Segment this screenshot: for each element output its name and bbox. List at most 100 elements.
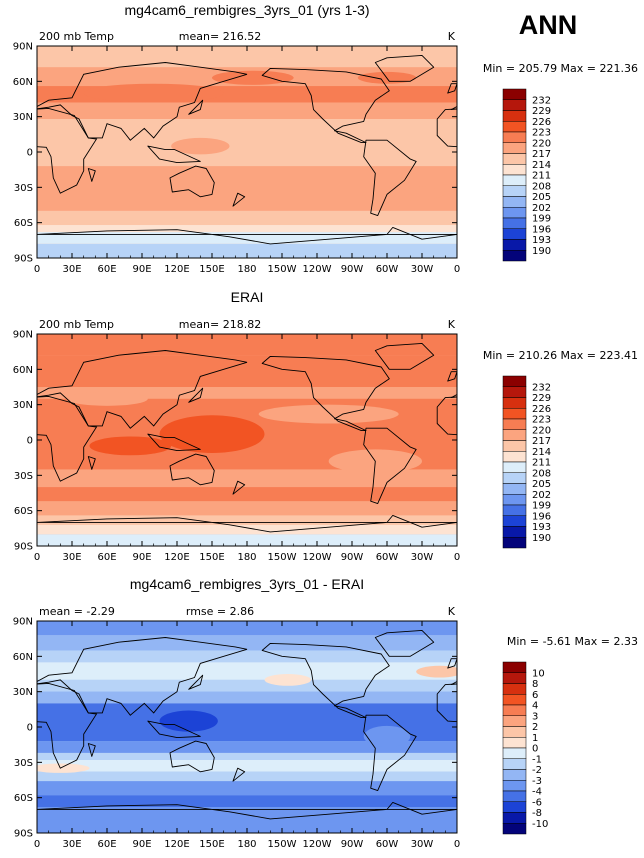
y-tick-label: 60S: [14, 506, 33, 517]
colorbar-label: -2: [532, 765, 542, 776]
x-tick-label: 90W: [341, 552, 364, 563]
colorbar-box: [502, 683, 527, 695]
y-tick-label: 0: [27, 436, 33, 447]
x-tick-label: 90W: [341, 264, 364, 275]
coastline: [232, 767, 246, 782]
coastline: [87, 168, 96, 182]
colorbar-box: [502, 174, 527, 186]
coastline: [169, 453, 215, 486]
x-tick-label: 180: [237, 839, 256, 850]
contour-band: [37, 334, 457, 356]
y-tick-label: 60S: [14, 793, 33, 804]
colorbar-label: 223: [532, 128, 551, 139]
colorbar-box: [502, 131, 527, 143]
colorbar-label: 8: [532, 679, 538, 690]
coastline-wrap: [37, 233, 38, 235]
colorbar-box: [502, 429, 527, 441]
panel-title: ERAI: [231, 289, 264, 305]
colorbar-label: 190: [532, 533, 551, 544]
coastline: [169, 740, 215, 773]
colorbar-label: 220: [532, 138, 551, 149]
contour-region: [83, 83, 224, 103]
coastline: [37, 637, 248, 716]
colorbar-label: 208: [532, 468, 551, 479]
coastline: [261, 642, 390, 719]
x-tick-label: 0: [34, 552, 40, 563]
coastline: [374, 629, 435, 657]
colorbar-label: 208: [532, 181, 551, 192]
x-tick-label: 180: [237, 552, 256, 563]
x-tick-label: 60E: [97, 839, 116, 850]
colorbar-box: [502, 801, 527, 813]
colorbar-label: 229: [532, 106, 551, 117]
coastline: [37, 395, 98, 482]
colorbar-box: [502, 110, 527, 122]
contour-region: [416, 665, 457, 678]
colorbar-box: [502, 504, 527, 516]
contour-region: [212, 70, 294, 85]
y-tick-label: 30N: [13, 112, 33, 123]
colorbar-box: [502, 207, 527, 219]
coastline: [363, 427, 417, 505]
coastline: [450, 680, 457, 686]
x-tick-label: 120W: [303, 839, 332, 850]
colorbar-label: 196: [532, 224, 551, 235]
y-tick-label: 90N: [13, 617, 33, 628]
coastline: [37, 350, 248, 429]
colorbar-box: [502, 715, 527, 727]
panel-left-label: mean = -2.29: [39, 605, 115, 618]
coastline: [188, 99, 204, 115]
coastline: [232, 192, 246, 207]
y-tick-label: 30N: [13, 400, 33, 411]
colorbar-box: [502, 451, 527, 463]
coastline: [363, 714, 417, 792]
colorbar-label: 232: [532, 382, 551, 393]
coastline: [147, 145, 201, 164]
colorbar-box: [502, 483, 527, 495]
x-tick-label: 0: [34, 839, 40, 850]
x-tick-label: 30W: [411, 839, 434, 850]
colorbar-box: [502, 823, 527, 835]
y-tick-label: 90S: [14, 254, 33, 265]
x-tick-label: 150W: [268, 839, 297, 850]
y-tick-label: 90N: [13, 42, 33, 53]
colorbar-box: [502, 726, 527, 738]
contour-band: [37, 469, 457, 488]
x-tick-label: 120E: [164, 839, 189, 850]
coastline: [447, 371, 457, 382]
colorbar-box: [502, 672, 527, 684]
colorbar-label: 226: [532, 404, 551, 415]
coastline: [261, 67, 390, 144]
coastline: [374, 342, 435, 370]
colorbar-box: [502, 790, 527, 802]
map-field: [37, 334, 457, 546]
colorbar-label: -3: [532, 776, 542, 787]
colorbar-box: [502, 185, 527, 197]
x-tick-label: 90E: [132, 839, 151, 850]
contour-band: [37, 501, 457, 516]
y-tick-label: 60S: [14, 218, 33, 229]
coastline-wrap: [37, 808, 38, 810]
colorbar-box: [502, 515, 527, 527]
colorbar: 2322292262232202172142112082052021991961…: [502, 88, 551, 262]
x-tick-label: 120W: [303, 264, 332, 275]
y-tick-label: 30S: [14, 471, 33, 482]
coastline: [447, 83, 457, 94]
y-tick-label: 30S: [14, 183, 33, 194]
x-tick-label: 150E: [199, 552, 224, 563]
coastline: [261, 355, 390, 432]
panel-units: K: [448, 605, 456, 618]
x-tick-label: 30W: [411, 264, 434, 275]
colorbar-box: [502, 758, 527, 770]
x-tick-label: 30E: [62, 264, 81, 275]
coastline: [147, 433, 201, 452]
x-tick-label: 120W: [303, 552, 332, 563]
x-tick-label: 90E: [132, 552, 151, 563]
colorbar-label: 220: [532, 425, 551, 436]
colorbar-box: [502, 153, 527, 165]
coastline: [87, 456, 96, 470]
coastline: [37, 682, 98, 769]
contour-band: [37, 355, 457, 387]
x-tick-label: 0: [454, 552, 460, 563]
